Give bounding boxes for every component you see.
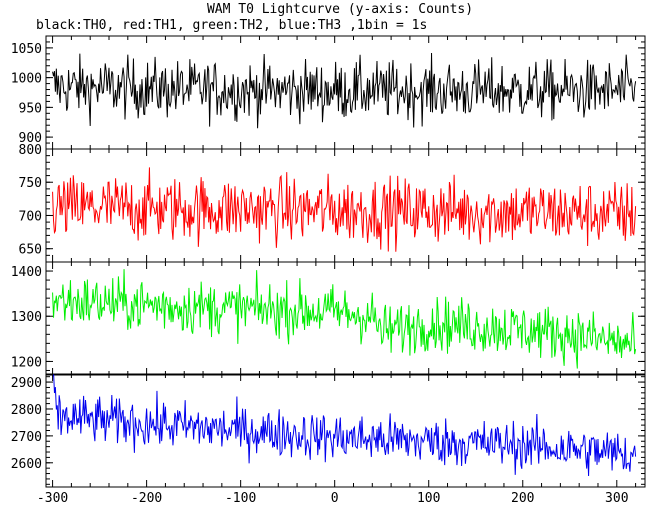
x-tick-label: 0 xyxy=(331,491,339,505)
panel-frame xyxy=(45,261,646,376)
panels-group: 900 950 1000 1050 650 700 750 800 1200 1300 1400 26… xyxy=(11,35,646,488)
panel-frame xyxy=(45,373,646,488)
chart-subtitle: black:TH0, red:TH1, green:TH2, blue:TH3 … xyxy=(36,18,427,33)
y-tick-label: 2800 xyxy=(11,403,42,418)
panel-th1: 650 700 750 800 xyxy=(19,143,646,263)
series-line-th3 xyxy=(52,374,637,477)
y-tick-label: 950 xyxy=(19,101,42,116)
panel-th3: 2600 2700 2800 2900 xyxy=(11,373,646,488)
y-tick-label: 1200 xyxy=(11,355,42,370)
x-axis: -300 -200 -100 0 100 200 300 xyxy=(37,491,629,505)
chart-title: WAM T0 Lightcurve (y-axis: Counts) xyxy=(207,2,473,17)
y-tick-label: 800 xyxy=(19,143,42,158)
x-tick-label: -200 xyxy=(131,491,162,505)
panel-th2: 1200 1300 1400 xyxy=(11,261,646,376)
x-tick-label: 200 xyxy=(511,491,534,505)
x-tick-label: -300 xyxy=(37,491,68,505)
panel-th0: 900 950 1000 1050 xyxy=(11,35,646,150)
y-tick-label: 900 xyxy=(19,131,42,146)
y-tick-label: 750 xyxy=(19,176,42,191)
y-tick-label: 700 xyxy=(19,209,42,224)
y-tick-label: 2700 xyxy=(11,430,42,445)
y-tick-label: 1050 xyxy=(11,42,42,57)
y-tick-label: 650 xyxy=(19,243,42,258)
y-tick-label: 1000 xyxy=(11,72,42,87)
y-tick-label: 2900 xyxy=(11,376,42,391)
series-line-th1 xyxy=(52,167,637,252)
x-tick-label: -100 xyxy=(225,491,256,505)
y-tick-label: 1400 xyxy=(11,265,42,280)
y-tick-label: 2600 xyxy=(11,457,42,472)
x-tick-label: 300 xyxy=(605,491,628,505)
series-line-th0 xyxy=(52,53,637,129)
y-tick-label: 1300 xyxy=(11,310,42,325)
x-tick-label: 100 xyxy=(417,491,440,505)
series-line-th2 xyxy=(52,269,637,369)
